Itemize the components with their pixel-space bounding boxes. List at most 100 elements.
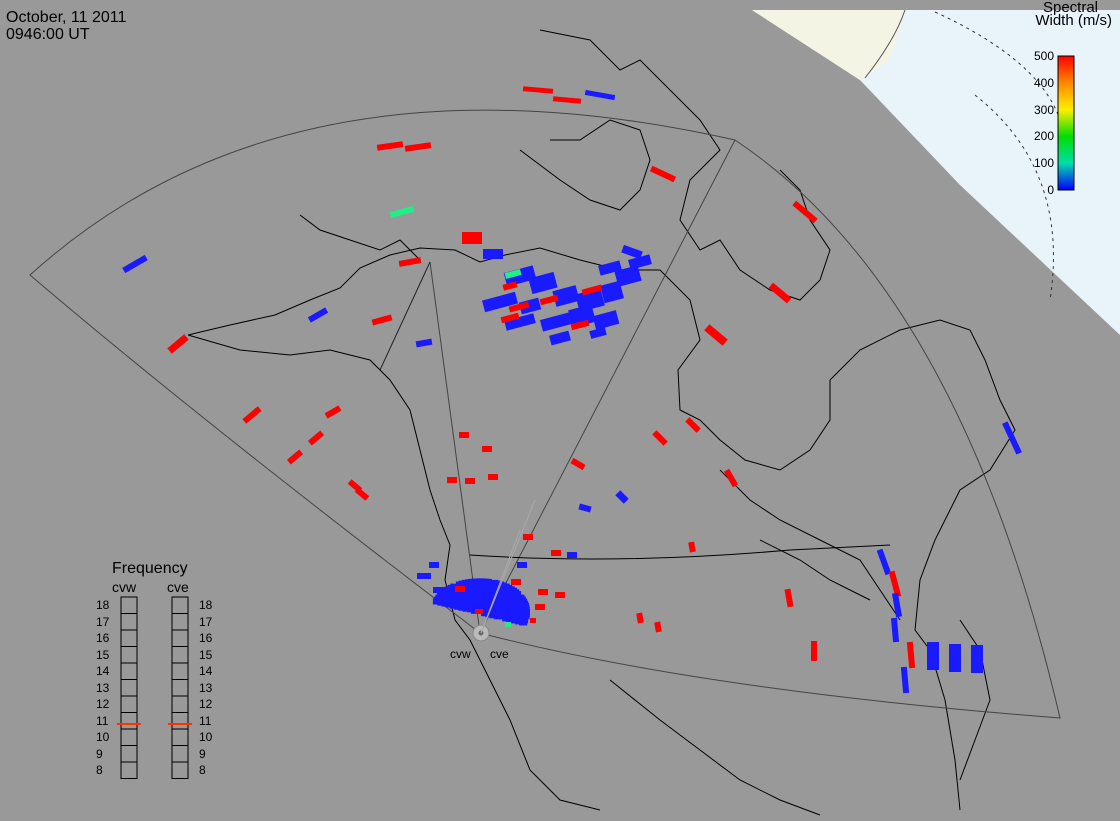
coastline-5 — [719, 469, 901, 621]
colorbar-gradient-bar — [1057, 55, 1075, 191]
border-line-1 — [379, 261, 431, 371]
coastline-1 — [187, 334, 601, 811]
scatter-cell-31 — [685, 417, 701, 433]
cluster-cell-15 — [539, 294, 559, 306]
frequency-tick-right: 18 — [199, 598, 213, 612]
colorbar-tick: 200 — [1033, 129, 1054, 144]
fan-cell — [485, 611, 494, 618]
cluster-cell-2 — [552, 285, 580, 307]
scatter-cell-56 — [417, 573, 431, 579]
scatter-cell-23 — [459, 432, 469, 438]
scatter-cell-46 — [811, 641, 817, 661]
frequency-tick-left: 18 — [96, 598, 110, 612]
scatter-cell-26 — [465, 478, 475, 484]
date-label: October, 11 2011 — [6, 9, 127, 26]
scatter-cell-38 — [636, 612, 644, 624]
scatter-cell-54 — [535, 604, 545, 610]
frequency-tick-right: 9 — [199, 746, 206, 761]
scatter-cell-19 — [242, 406, 262, 424]
frequency-title: Frequency — [112, 560, 188, 577]
frequency-tick-right: 10 — [199, 730, 213, 744]
frequency-tick-left: 9 — [96, 746, 103, 761]
cluster-cell-8 — [482, 291, 518, 313]
frequency-tick-left: 13 — [96, 680, 110, 695]
coastline-2 — [539, 29, 831, 301]
radar-label-cvw: cvw — [450, 647, 471, 661]
frequency-tick-right: 13 — [199, 680, 213, 695]
time-label: 0946:00 UT — [6, 26, 90, 43]
cluster-cell-22 — [589, 327, 607, 339]
scatter-cell-32 — [570, 457, 586, 471]
scatter-cell-3 — [376, 141, 404, 151]
fan-cell — [506, 616, 515, 623]
fan-cell — [484, 578, 492, 585]
colorbar-title-line2: Width (m/s) — [1035, 12, 1112, 29]
colorbar-tick: 0 — [1047, 183, 1054, 197]
scatter-cell-44 — [906, 641, 916, 669]
cluster-cell-11 — [568, 304, 596, 328]
scatter-cell-27 — [488, 474, 498, 480]
scatter-cell-43 — [890, 617, 900, 643]
scatter-cell-11 — [792, 200, 818, 224]
frequency-box-cell — [171, 761, 189, 779]
scatter-cell-24 — [482, 446, 492, 452]
cluster-cell-5 — [614, 265, 642, 287]
scatter-block-0 — [927, 642, 939, 670]
frequency-tick-right: 12 — [199, 697, 213, 711]
coastline-8 — [959, 619, 991, 781]
scatter-cell-0 — [522, 86, 554, 94]
frequency-tick-left: 17 — [96, 614, 110, 629]
fan-cell — [513, 591, 522, 597]
fan-cell — [514, 618, 523, 625]
coastline-7 — [609, 679, 821, 816]
fan-cell — [517, 605, 525, 612]
colorbar-title-line1: Spectral — [1042, 0, 1098, 16]
scatter-cell-15 — [167, 334, 189, 354]
scatter-cell-35 — [578, 503, 592, 513]
cluster-cell-4 — [600, 280, 624, 304]
radar-label-cve: cve — [490, 647, 509, 661]
scatter-cell-20 — [324, 405, 342, 419]
scatter-cell-40 — [876, 548, 892, 576]
scatter-block-1 — [949, 644, 961, 672]
fan-cell — [481, 610, 490, 617]
cluster-cell-14 — [549, 330, 571, 346]
polar-region — [752, 10, 1120, 335]
scatter-cell-45 — [900, 666, 910, 694]
frequency-tick-right: 14 — [199, 664, 213, 678]
frequency-tick-left: 11 — [96, 713, 109, 728]
coastline-4 — [299, 214, 421, 261]
fan-cell — [510, 617, 519, 624]
scatter-cell-39 — [654, 621, 662, 633]
scatter-cell-6 — [122, 254, 148, 274]
scatter-cell-55 — [511, 579, 521, 585]
cluster-cell-7 — [598, 260, 622, 276]
cluster-cell-1 — [528, 271, 558, 295]
scatter-cell-2 — [584, 89, 616, 101]
scatter-cell-5 — [389, 205, 415, 219]
frequency-radar-cve: cve — [167, 579, 189, 595]
scatter-cell-22 — [286, 449, 304, 465]
cluster-cell-17 — [581, 284, 603, 296]
frequency-tick-right: 11 — [199, 713, 212, 728]
frequency-tick-right: 17 — [199, 614, 213, 629]
scatter-cell-50 — [523, 534, 533, 540]
frequency-tick-left: 16 — [96, 631, 110, 645]
radar-fov-outline — [29, 109, 1061, 719]
scatter-block-2 — [971, 645, 983, 673]
radar-beam-cve — [480, 499, 536, 634]
scatter-cell-52 — [538, 589, 548, 595]
scatter-cell-41 — [888, 570, 902, 598]
coastline-3 — [519, 119, 651, 211]
latitude-circle-1 — [974, 94, 1054, 301]
scatter-cell-33 — [723, 468, 739, 488]
scatter-cell-36 — [688, 541, 696, 553]
fan-cell — [450, 583, 459, 590]
scatter-cell-53 — [555, 592, 565, 598]
frequency-tick-right: 15 — [199, 647, 213, 662]
fov-line-1 — [479, 139, 736, 634]
scatter-cell-13 — [704, 324, 728, 346]
fan-cell — [489, 612, 498, 619]
